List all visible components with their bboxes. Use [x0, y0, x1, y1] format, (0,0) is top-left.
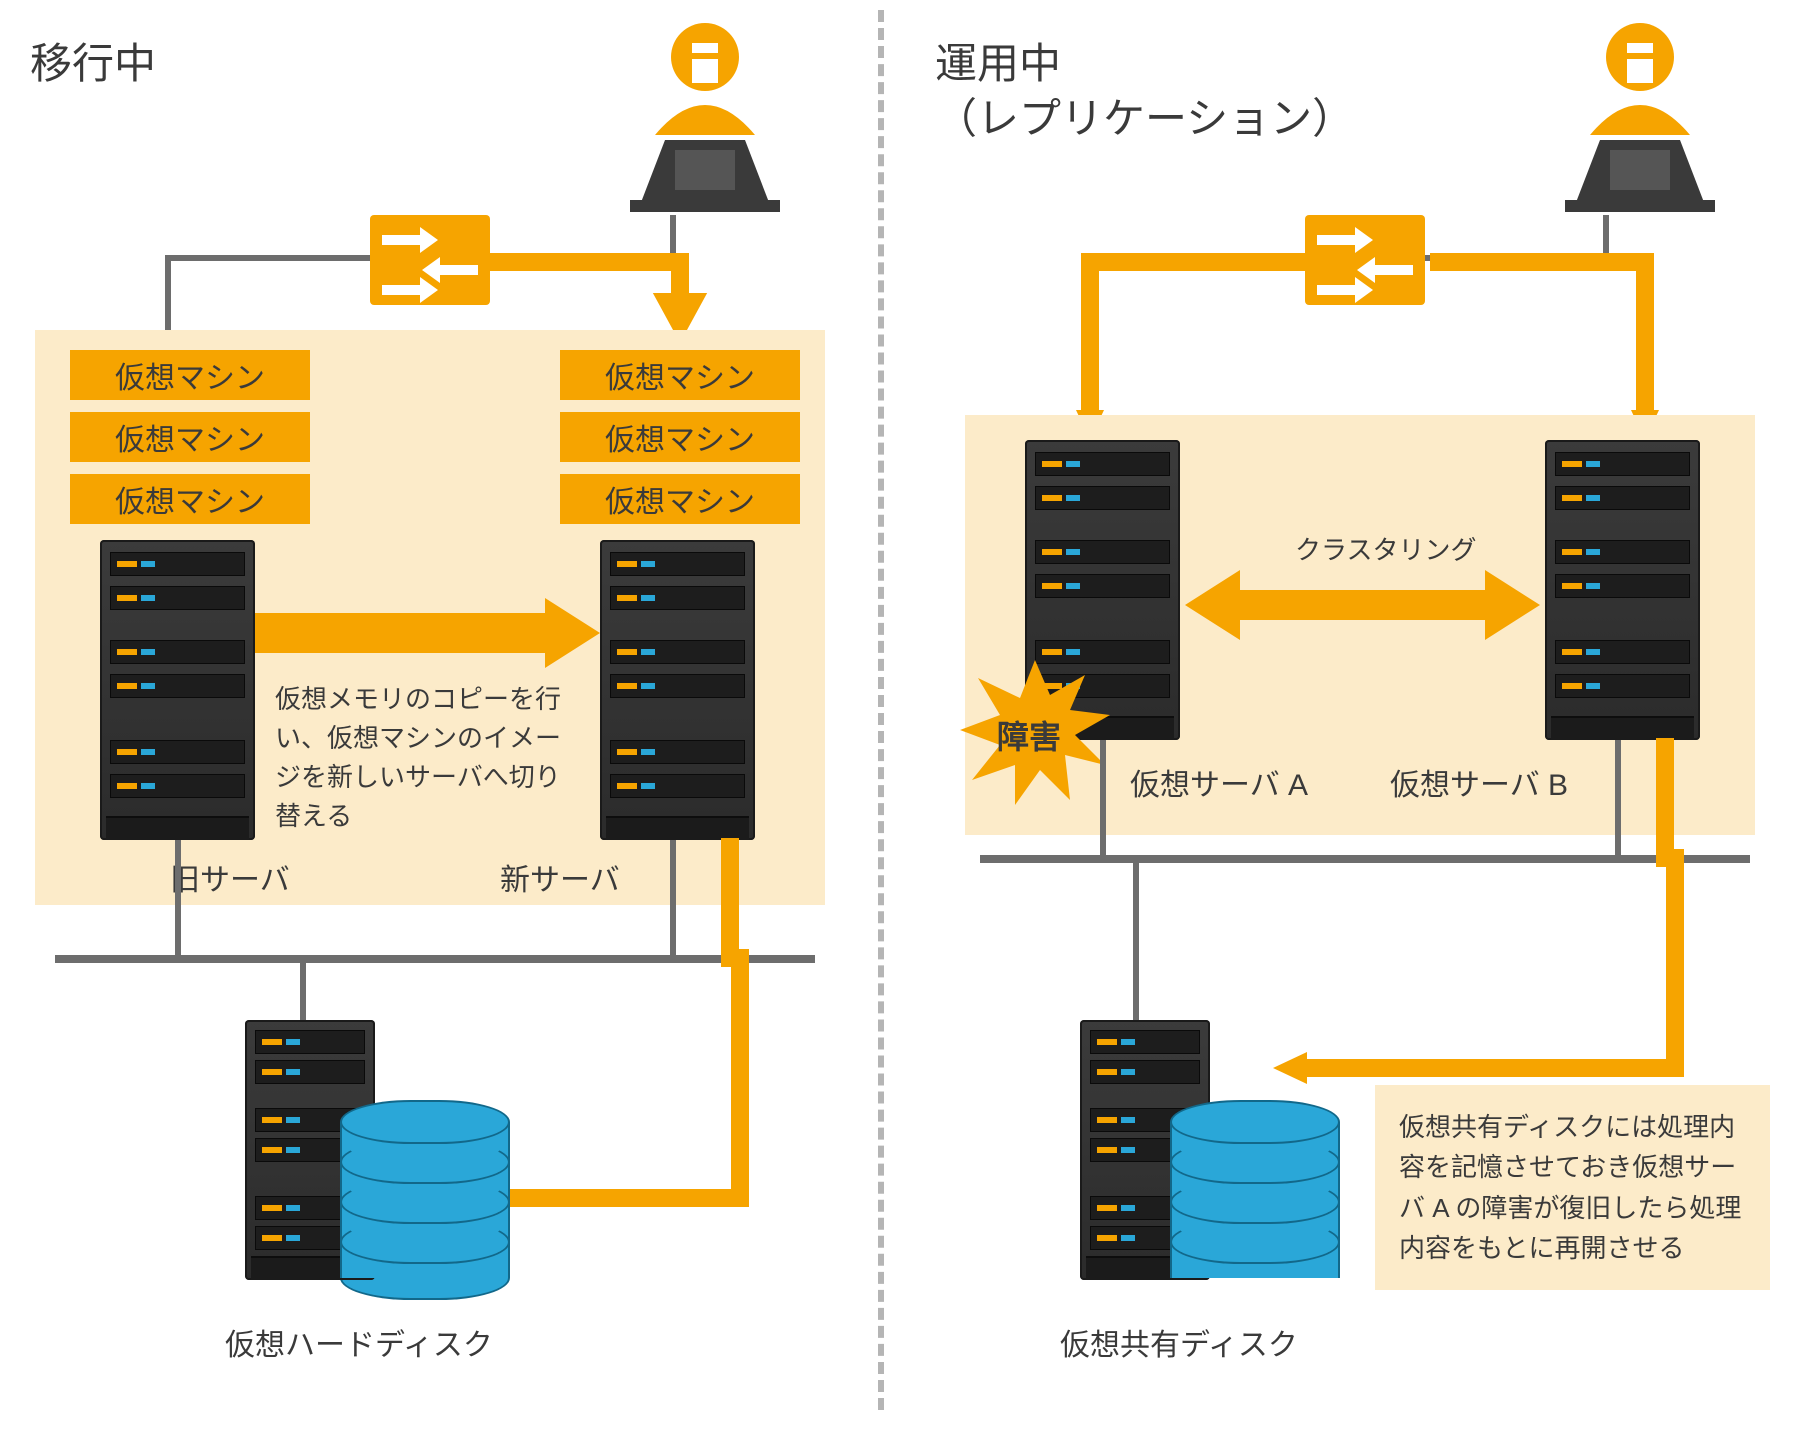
title-migration: 移行中: [30, 30, 156, 91]
database-icon: [340, 1100, 510, 1300]
user-icon: [1535, 15, 1745, 215]
vm-box: 仮想マシン: [70, 350, 310, 400]
note-box: 仮想共有ディスクには処理内容を記憶させておき仮想サーバ A の障害が復旧したら処…: [1375, 1085, 1770, 1290]
switch-icon: [370, 215, 490, 305]
shared-disk-label: 仮想共有ディスク: [1060, 1320, 1298, 1364]
user-icon: [600, 15, 810, 215]
vm-box: 仮想マシン: [560, 474, 800, 524]
cluster-label: クラスタリング: [1295, 530, 1476, 567]
title-operation-1: 運用中: [935, 30, 1061, 91]
failure-label: 障害: [997, 712, 1061, 758]
wire: [300, 955, 306, 1025]
panel-divider: [878, 10, 884, 1410]
server-b-icon: [1545, 440, 1700, 740]
wire: [1133, 855, 1139, 1025]
wire: [175, 840, 181, 960]
vm-box: 仮想マシン: [70, 474, 310, 524]
panel-operation: 運用中 （レプリケーション）: [905, 0, 1800, 1440]
arrow-clustering: [1185, 565, 1540, 645]
arrow-switch-to-new: [480, 252, 710, 342]
switch-icon: [1305, 215, 1425, 305]
new-server-icon: [600, 540, 755, 840]
panel-migration: 移行中 仮想マシン 仮想マシン 仮: [0, 0, 875, 1440]
wire: [1100, 740, 1106, 860]
title-operation-2: （レプリケーション）: [935, 85, 1354, 146]
migrate-description: 仮想メモリのコピーを行い、仮想マシンのイメージを新しいサーバへ切り替える: [275, 680, 585, 836]
wire: [165, 255, 370, 261]
old-server-icon: [100, 540, 255, 840]
arrow-b-to-disk: [1255, 738, 1695, 1108]
vm-box: 仮想マシン: [560, 412, 800, 462]
database-icon: [1170, 1100, 1340, 1300]
old-server-label: 旧サーバ: [170, 855, 290, 899]
vm-box: 仮想マシン: [560, 350, 800, 400]
vm-box: 仮想マシン: [70, 412, 310, 462]
virtual-disk-label: 仮想ハードディスク: [225, 1320, 493, 1364]
wire: [165, 255, 171, 340]
arrow-migrate: [255, 598, 600, 668]
